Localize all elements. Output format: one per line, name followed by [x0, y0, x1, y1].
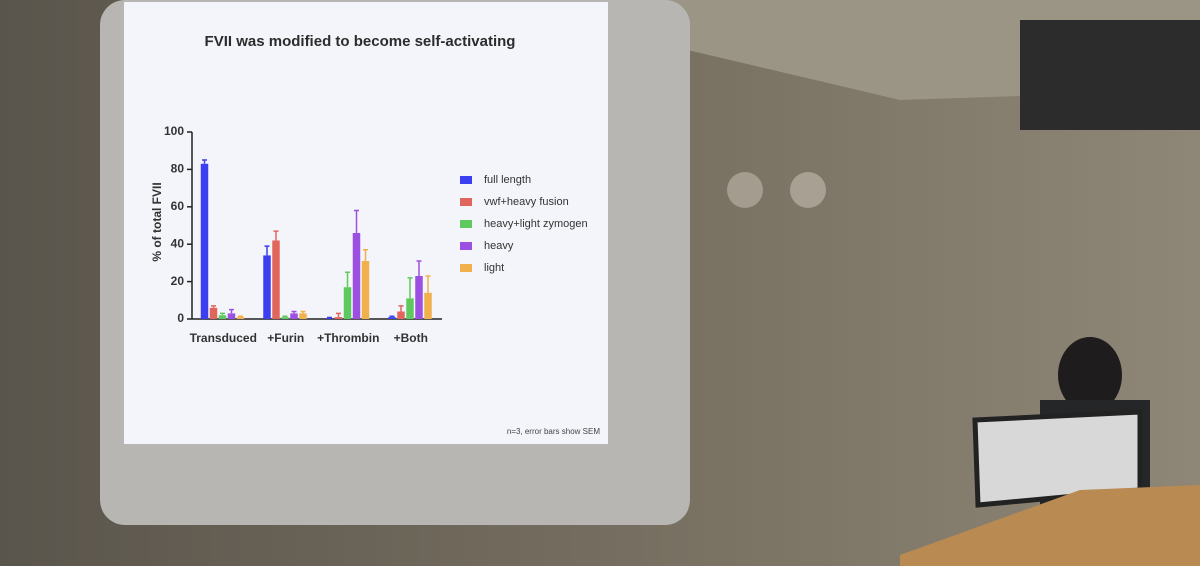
- error-bar: [416, 260, 422, 276]
- error-bar: [273, 230, 279, 241]
- bar: [281, 317, 289, 319]
- y-tick-label: 40: [171, 236, 185, 250]
- bar: [236, 317, 245, 319]
- bar: [218, 315, 227, 319]
- legend-swatch: [460, 220, 472, 228]
- error-bar: [229, 308, 234, 314]
- vent: [1020, 20, 1200, 130]
- x-tick-label: Transduced: [190, 331, 257, 345]
- y-tick-label: 80: [171, 162, 185, 176]
- y-tick-label: 0: [177, 311, 184, 325]
- chart-title: FVII was modified to become self-activat…: [205, 33, 516, 50]
- legend-label: vwf+heavy fusion: [484, 196, 569, 208]
- bar: [209, 307, 218, 319]
- sensor: [790, 172, 826, 208]
- error-bar: [327, 316, 332, 319]
- bar: [361, 261, 370, 319]
- error-bar: [354, 209, 359, 233]
- x-tick-label: +Both: [394, 331, 428, 345]
- sensor: [727, 172, 763, 208]
- error-bar: [398, 305, 404, 312]
- bar: [343, 287, 352, 319]
- error-bar: [220, 312, 225, 316]
- error-bar: [264, 245, 270, 256]
- legend-swatch: [460, 242, 472, 250]
- legend-swatch: [460, 198, 472, 206]
- bar: [200, 163, 209, 319]
- bar: [272, 240, 280, 319]
- bar: [290, 313, 298, 319]
- legend-swatch: [460, 264, 472, 272]
- error-bar: [300, 310, 306, 314]
- legend-swatch: [460, 176, 472, 184]
- bar: [415, 275, 423, 319]
- bar: [299, 313, 307, 319]
- bar: [352, 232, 361, 319]
- error-bar: [363, 249, 368, 262]
- y-tick-label: 60: [171, 199, 185, 213]
- error-bar: [389, 315, 395, 318]
- bar: [334, 317, 343, 319]
- error-bar: [291, 310, 297, 314]
- bar: [424, 292, 432, 319]
- error-bar: [238, 315, 243, 318]
- bar: [227, 313, 236, 319]
- y-tick-label: 20: [171, 274, 185, 288]
- bar: [406, 298, 414, 319]
- podium: [900, 485, 1200, 566]
- error-bar: [211, 305, 216, 308]
- error-bar: [407, 277, 413, 299]
- footnote: n=3, error bars show SEM: [507, 427, 600, 436]
- x-tick-label: +Thrombin: [317, 331, 379, 345]
- y-tick-label: 100: [164, 124, 184, 138]
- error-bar: [425, 275, 431, 293]
- bar: [388, 317, 396, 319]
- legend-label: heavy: [484, 240, 514, 252]
- error-bar: [282, 315, 288, 318]
- legend-label: light: [484, 262, 504, 274]
- person-head: [1058, 337, 1122, 413]
- bar: [263, 255, 271, 319]
- y-axis-label: % of total FVII: [150, 182, 164, 261]
- bar: [397, 311, 405, 319]
- bar: [325, 318, 334, 319]
- legend-label: full length: [484, 174, 531, 186]
- error-bar: [345, 271, 350, 288]
- legend-label: heavy+light zymogen: [484, 218, 588, 230]
- x-tick-label: +Furin: [267, 331, 304, 345]
- error-bar: [202, 159, 207, 164]
- error-bar: [336, 312, 341, 318]
